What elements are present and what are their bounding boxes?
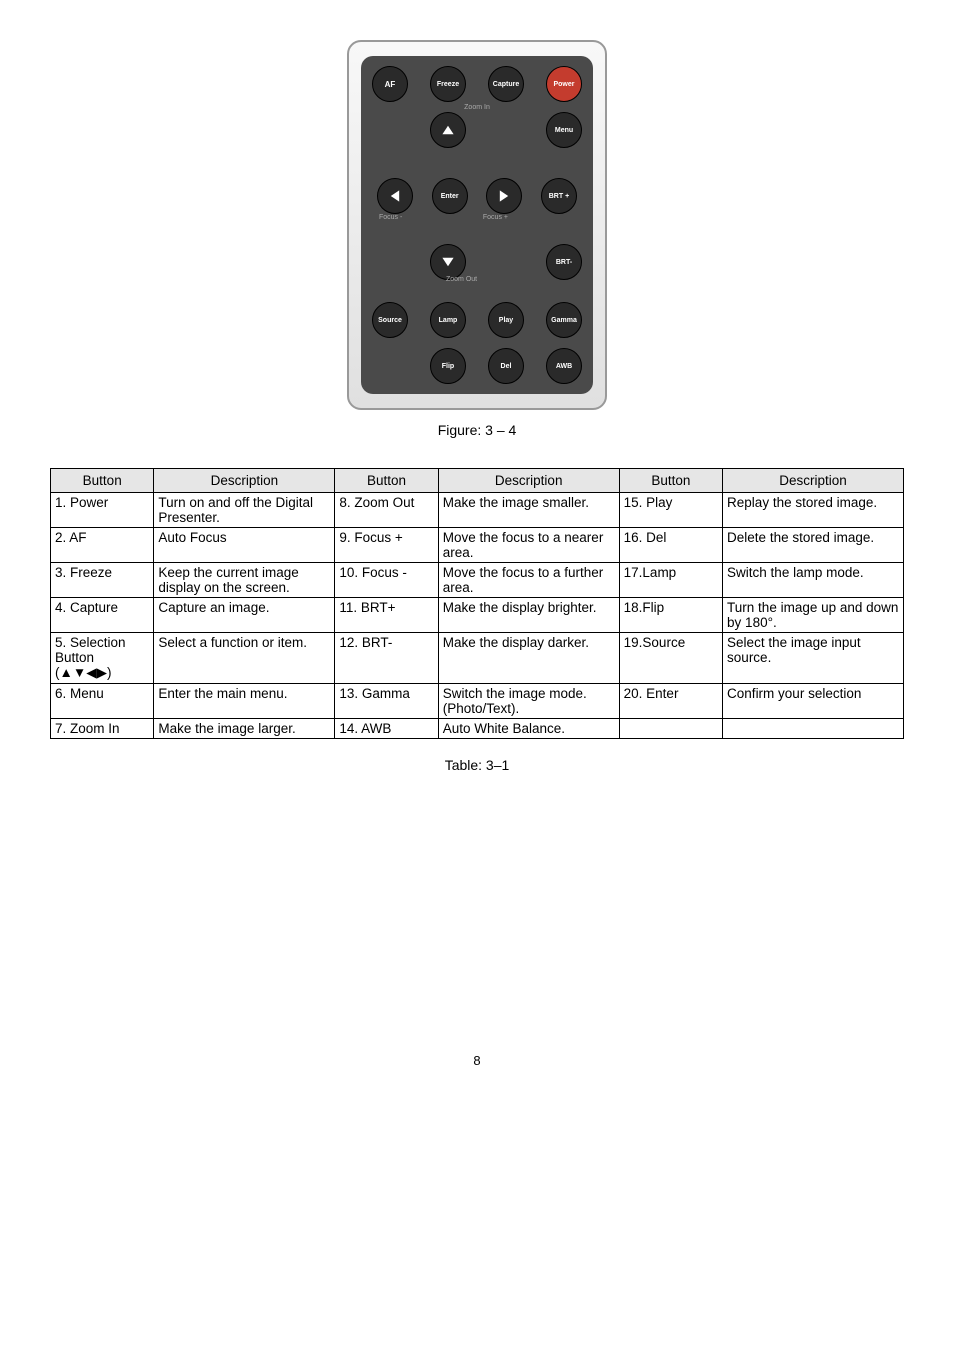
table-cell (723, 719, 904, 739)
table-cell: Select a function or item. (154, 633, 335, 684)
capture-button: Capture (488, 66, 524, 102)
table-cell: 9. Focus + (335, 528, 438, 563)
enter-button: Enter (432, 178, 468, 214)
gamma-button: Gamma (546, 302, 582, 338)
table-cell: Confirm your selection (723, 684, 904, 719)
remote-row-5: Source Lamp Play Gamma (361, 302, 593, 338)
table-cell: 18.Flip (619, 598, 722, 633)
table-cell: Make the image smaller. (438, 493, 619, 528)
table-cell: 4. Capture (51, 598, 154, 633)
table-row: 2. AF Auto Focus 9. Focus + Move the foc… (51, 528, 904, 563)
table-row: 4. Capture Capture an image. 11. BRT+ Ma… (51, 598, 904, 633)
table-body: 1. Power Turn on and off the Digital Pre… (51, 493, 904, 739)
focus-minus-label: Focus - (379, 214, 402, 221)
table-cell: 12. BRT- (335, 633, 438, 684)
table-cell: Turn on and off the Digital Presenter. (154, 493, 335, 528)
table-cell: Move the focus to a further area. (438, 563, 619, 598)
af-button: AF (372, 66, 408, 102)
table-row: 7. Zoom In Make the image larger. 14. AW… (51, 719, 904, 739)
table-cell: Replay the stored image. (723, 493, 904, 528)
table-cell: Move the focus to a nearer area. (438, 528, 619, 563)
remote-row-4: BRT- (361, 244, 593, 280)
table-cell: 7. Zoom In (51, 719, 154, 739)
chevron-up-icon (441, 123, 455, 137)
brt-plus-button: BRT + (541, 178, 577, 214)
table-header: Button (619, 469, 722, 493)
brt-minus-button: BRT- (546, 244, 582, 280)
table-caption: Table: 3–1 (50, 757, 904, 773)
table-row: 1. Power Turn on and off the Digital Pre… (51, 493, 904, 528)
awb-button: AWB (546, 348, 582, 384)
remote-inner: AF Freeze Capture Power Zoom In Menu Ent… (361, 56, 593, 394)
table-cell: 3. Freeze (51, 563, 154, 598)
table-header: Button (335, 469, 438, 493)
table-header: Description (438, 469, 619, 493)
lamp-button: Lamp (430, 302, 466, 338)
chevron-left-icon (388, 189, 402, 203)
table-cell: Turn the image up and down by 180°. (723, 598, 904, 633)
power-button: Power (546, 66, 582, 102)
remote-row-3: Enter BRT + (361, 178, 593, 214)
table-cell: Switch the image mode. (Photo/Text). (438, 684, 619, 719)
table-cell: Make the display darker. (438, 633, 619, 684)
freeze-button: Freeze (430, 66, 466, 102)
table-cell: 8. Zoom Out (335, 493, 438, 528)
zoom-out-label: Zoom Out (446, 276, 477, 283)
flip-button: Flip (430, 348, 466, 384)
left-arrow-button (377, 178, 413, 214)
play-button: Play (488, 302, 524, 338)
table-cell: 1. Power (51, 493, 154, 528)
right-arrow-button (486, 178, 522, 214)
table-header: Button (51, 469, 154, 493)
table-cell: Select the image input source. (723, 633, 904, 684)
table-row: 6. Menu Enter the main menu. 13. Gamma S… (51, 684, 904, 719)
focus-plus-label: Focus + (483, 214, 508, 221)
table-cell: Enter the main menu. (154, 684, 335, 719)
table-cell: 19.Source (619, 633, 722, 684)
remote-image: AF Freeze Capture Power Zoom In Menu Ent… (50, 40, 904, 410)
table-cell: Auto White Balance. (438, 719, 619, 739)
table-header: Description (723, 469, 904, 493)
table-cell: 10. Focus - (335, 563, 438, 598)
up-arrow-button (430, 112, 466, 148)
del-button: Del (488, 348, 524, 384)
table-cell: 6. Menu (51, 684, 154, 719)
table-cell: Make the display brighter. (438, 598, 619, 633)
button-description-table: Button Description Button Description Bu… (50, 468, 904, 739)
table-cell: 11. BRT+ (335, 598, 438, 633)
remote-outer: AF Freeze Capture Power Zoom In Menu Ent… (347, 40, 607, 410)
table-cell: 20. Enter (619, 684, 722, 719)
menu-button: Menu (546, 112, 582, 148)
table-header: Description (154, 469, 335, 493)
chevron-down-icon (441, 255, 455, 269)
table-row: 3. Freeze Keep the current image display… (51, 563, 904, 598)
table-cell: Keep the current image display on the sc… (154, 563, 335, 598)
table-cell: 5. Selection Button (▲▼◀▶) (51, 633, 154, 684)
table-cell: Make the image larger. (154, 719, 335, 739)
chevron-right-icon (497, 189, 511, 203)
table-cell: 17.Lamp (619, 563, 722, 598)
table-cell: 2. AF (51, 528, 154, 563)
zoom-in-label: Zoom In (464, 104, 490, 111)
table-header-row: Button Description Button Description Bu… (51, 469, 904, 493)
remote-row-6: Flip Del AWB (361, 348, 593, 384)
table-cell: 14. AWB (335, 719, 438, 739)
page-number: 8 (50, 1053, 904, 1068)
table-cell: Auto Focus (154, 528, 335, 563)
table-cell: Capture an image. (154, 598, 335, 633)
table-cell: Delete the stored image. (723, 528, 904, 563)
remote-row-2: Menu (361, 112, 593, 148)
figure-caption: Figure: 3 – 4 (50, 422, 904, 438)
table-cell: 15. Play (619, 493, 722, 528)
down-arrow-button (430, 244, 466, 280)
table-row: 5. Selection Button (▲▼◀▶) Select a func… (51, 633, 904, 684)
source-button: Source (372, 302, 408, 338)
table-cell: Switch the lamp mode. (723, 563, 904, 598)
table-cell: 13. Gamma (335, 684, 438, 719)
remote-row-1: AF Freeze Capture Power (361, 66, 593, 102)
table-cell: 16. Del (619, 528, 722, 563)
table-cell (619, 719, 722, 739)
